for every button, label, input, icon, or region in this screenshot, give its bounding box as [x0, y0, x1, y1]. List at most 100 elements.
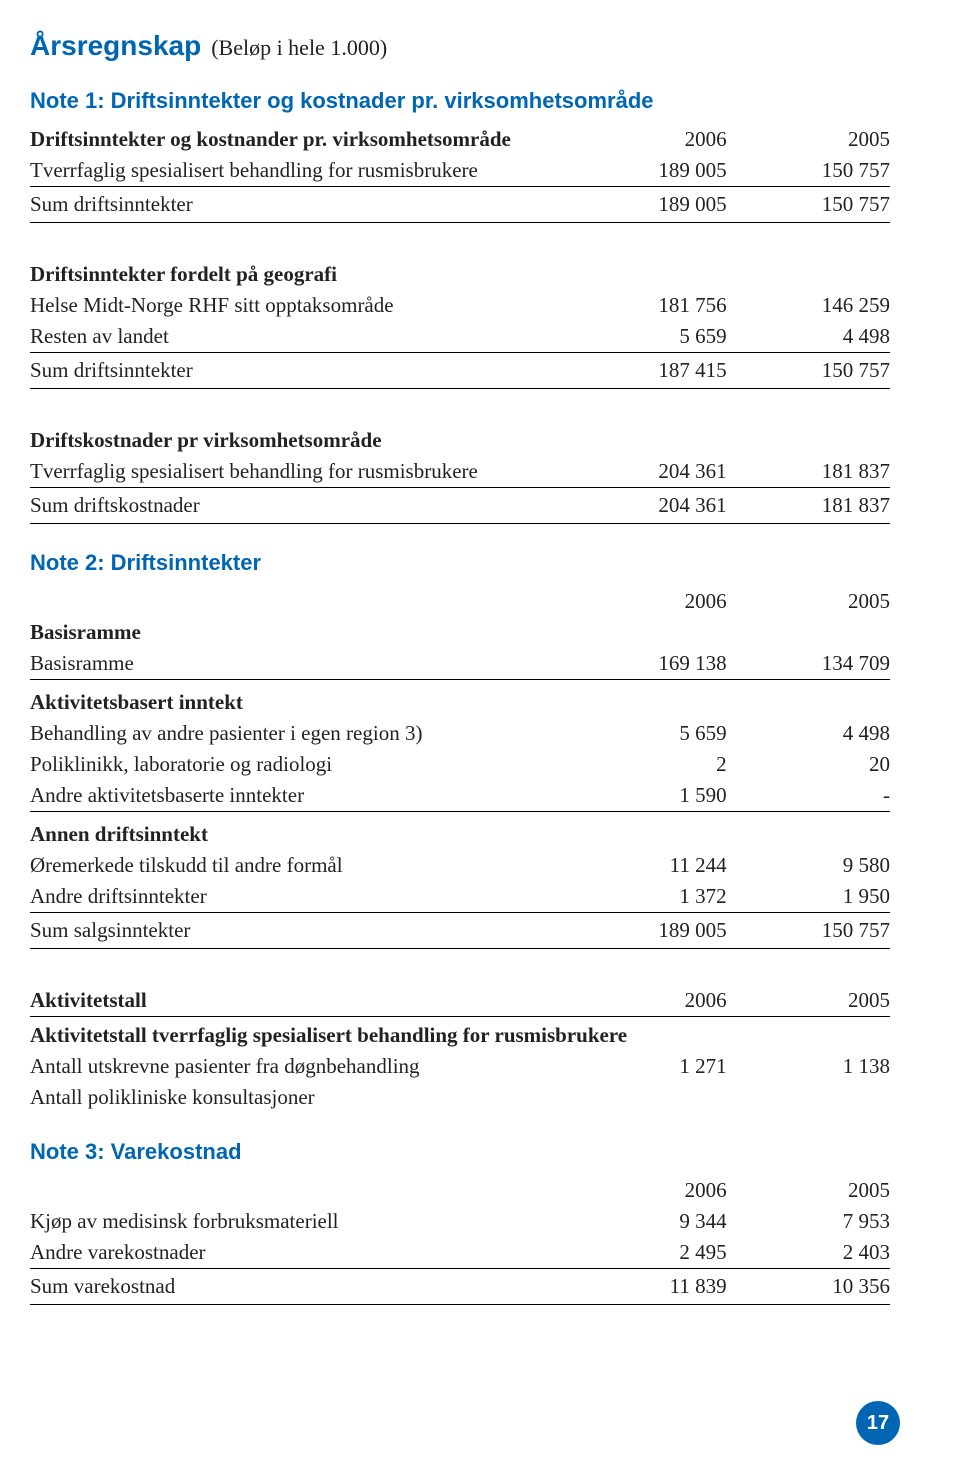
- year-2006: 2006: [563, 586, 726, 617]
- sum-value: 150 757: [727, 187, 890, 223]
- row-label: Basisramme: [30, 648, 563, 680]
- row-label: Antall utskrevne pasienter fra døgnbehan…: [30, 1051, 563, 1082]
- table-header-row: Driftskostnader pr virksomhetsområde: [30, 425, 890, 456]
- year-row: 2006 2005: [30, 1175, 890, 1206]
- sum-row: Sum driftsinntekter 187 415 150 757: [30, 353, 890, 389]
- table-row: Poliklinikk, laboratorie og radiologi 2 …: [30, 749, 890, 780]
- year-row: 2006 2005: [30, 586, 890, 617]
- row-value: 146 259: [727, 290, 890, 321]
- sum-row: Sum driftsinntekter 189 005 150 757: [30, 187, 890, 223]
- table-row: Andre aktivitetsbaserte inntekter 1 590 …: [30, 780, 890, 812]
- akttall-header-label: Aktivitetstall: [30, 985, 563, 1017]
- sum-value: 204 361: [563, 488, 726, 524]
- annen-header: Annen driftsinntekt: [30, 812, 890, 851]
- sum-row: Sum salgsinntekter 189 005 150 757: [30, 913, 890, 949]
- row-value: 1 372: [563, 881, 726, 913]
- table-row: Antall polikliniske konsultasjoner: [30, 1082, 890, 1113]
- page-title: Årsregnskap: [30, 30, 201, 61]
- row-label: Behandling av andre pasienter i egen reg…: [30, 718, 563, 749]
- row-label: Andre varekostnader: [30, 1237, 563, 1269]
- note1-heading: Note 1: Driftsinntekter og kostnader pr.…: [30, 88, 890, 114]
- akt-header: Aktivitetsbasert inntekt: [30, 680, 890, 719]
- row-label: Helse Midt-Norge RHF sitt opptaksområde: [30, 290, 563, 321]
- sum-label: Sum driftskostnader: [30, 488, 563, 524]
- note2-table: 2006 2005 Basisramme Basisramme 169 138 …: [30, 586, 890, 949]
- table-row: Behandling av andre pasienter i egen reg…: [30, 718, 890, 749]
- basis-header-label: Basisramme: [30, 617, 563, 648]
- aktivitetstall-table: Aktivitetstall 2006 2005 Aktivitetstall …: [30, 985, 890, 1113]
- note3-heading: Note 3: Varekostnad: [30, 1139, 890, 1165]
- row-value: 169 138: [563, 648, 726, 680]
- row-value: 1 271: [563, 1051, 726, 1082]
- table-row: Antall utskrevne pasienter fra døgnbehan…: [30, 1051, 890, 1082]
- table-row: Helse Midt-Norge RHF sitt opptaksområde …: [30, 290, 890, 321]
- table-row: Tverrfaglig spesialisert behandling for …: [30, 155, 890, 187]
- sec2-header: Driftsinntekter fordelt på geografi: [30, 259, 563, 290]
- sum-label: Sum salgsinntekter: [30, 913, 563, 949]
- row-label: Andre driftsinntekter: [30, 881, 563, 913]
- akttall-sub-row: Aktivitetstall tverrfaglig spesialisert …: [30, 1017, 890, 1052]
- akt-header-label: Aktivitetsbasert inntekt: [30, 680, 563, 719]
- sum-value: 11 839: [563, 1269, 726, 1305]
- row-value: 9 344: [563, 1206, 726, 1237]
- row-label: Tverrfaglig spesialisert behandling for …: [30, 155, 563, 187]
- row-value: 4 498: [727, 321, 890, 353]
- row-value: 11 244: [563, 850, 726, 881]
- table-row: Andre varekostnader 2 495 2 403: [30, 1237, 890, 1269]
- year-2006: 2006: [563, 1175, 726, 1206]
- row-value: 9 580: [727, 850, 890, 881]
- basis-header: Basisramme: [30, 617, 890, 648]
- row-value: 150 757: [727, 155, 890, 187]
- sum-label: Sum varekostnad: [30, 1269, 563, 1305]
- sum-row: Sum driftskostnader 204 361 181 837: [30, 488, 890, 524]
- row-value: 2 495: [563, 1237, 726, 1269]
- sum-value: 189 005: [563, 913, 726, 949]
- row-value: 181 837: [727, 456, 890, 488]
- note1-sec1-table: Driftsinntekter og kostnander pr. virkso…: [30, 124, 890, 223]
- table-row: Andre driftsinntekter 1 372 1 950: [30, 881, 890, 913]
- sum-value: 10 356: [727, 1269, 890, 1305]
- page-number-badge: 17: [856, 1401, 900, 1445]
- row-value: 4 498: [727, 718, 890, 749]
- sum-value: 150 757: [727, 913, 890, 949]
- year-2006: 2006: [563, 124, 726, 155]
- year-2006: 2006: [563, 985, 726, 1017]
- row-value: 1 590: [563, 780, 726, 812]
- row-value: 134 709: [727, 648, 890, 680]
- table-row: Øremerkede tilskudd til andre formål 11 …: [30, 850, 890, 881]
- row-value: 204 361: [563, 456, 726, 488]
- row-value: 5 659: [563, 321, 726, 353]
- note1-sec2-table: Driftsinntekter fordelt på geografi Hels…: [30, 259, 890, 389]
- table-row: Tverrfaglig spesialisert behandling for …: [30, 456, 890, 488]
- row-value: 189 005: [563, 155, 726, 187]
- row-label: Antall polikliniske konsultasjoner: [30, 1082, 563, 1113]
- row-value: 1 138: [727, 1051, 890, 1082]
- row-label: Øremerkede tilskudd til andre formål: [30, 850, 563, 881]
- sum-row: Sum varekostnad 11 839 10 356: [30, 1269, 890, 1305]
- row-label: Andre aktivitetsbaserte inntekter: [30, 780, 563, 812]
- row-label: Kjøp av medisinsk forbruksmateriell: [30, 1206, 563, 1237]
- annen-header-label: Annen driftsinntekt: [30, 812, 563, 851]
- sec1-header-label: Driftsinntekter og kostnander pr. virkso…: [30, 124, 563, 155]
- row-value: 5 659: [563, 718, 726, 749]
- row-value: 2 403: [727, 1237, 890, 1269]
- row-value: 2: [563, 749, 726, 780]
- note2-heading: Note 2: Driftsinntekter: [30, 550, 890, 576]
- sec3-header: Driftskostnader pr virksomhetsområde: [30, 425, 563, 456]
- sum-value: 150 757: [727, 353, 890, 389]
- row-value: 1 950: [727, 881, 890, 913]
- year-2005: 2005: [727, 586, 890, 617]
- table-header-row: Driftsinntekter fordelt på geografi: [30, 259, 890, 290]
- page-title-note: (Beløp i hele 1.000): [211, 35, 387, 60]
- sum-value: 189 005: [563, 187, 726, 223]
- akttall-header: Aktivitetstall 2006 2005: [30, 985, 890, 1017]
- row-label: Poliklinikk, laboratorie og radiologi: [30, 749, 563, 780]
- year-2005: 2005: [727, 1175, 890, 1206]
- sum-value: 181 837: [727, 488, 890, 524]
- note1-sec3-table: Driftskostnader pr virksomhetsområde Tve…: [30, 425, 890, 524]
- table-row: Resten av landet 5 659 4 498: [30, 321, 890, 353]
- row-value: -: [727, 780, 890, 812]
- note3-table: 2006 2005 Kjøp av medisinsk forbruksmate…: [30, 1175, 890, 1305]
- table-row: Basisramme 169 138 134 709: [30, 648, 890, 680]
- akttall-sub: Aktivitetstall tverrfaglig spesialisert …: [30, 1017, 890, 1052]
